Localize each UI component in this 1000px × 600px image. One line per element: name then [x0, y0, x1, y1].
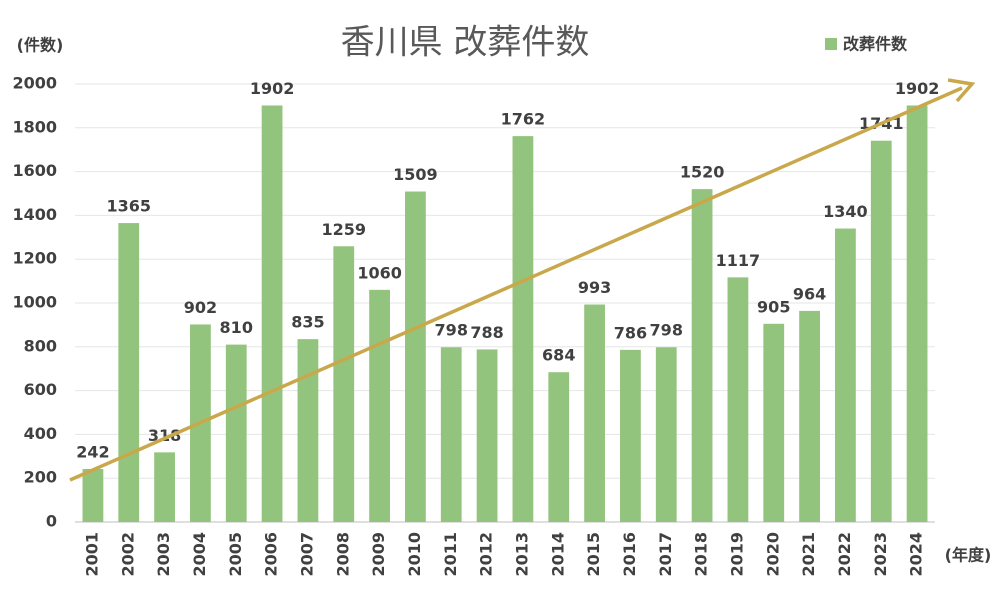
y-tick-label: 1400 — [12, 205, 57, 224]
x-tick-label: 2016 — [620, 532, 639, 577]
bar — [655, 347, 677, 522]
bar — [118, 223, 140, 522]
bar — [297, 339, 319, 522]
x-tick-label: 2005 — [226, 532, 245, 577]
y-tick-label: 1600 — [12, 161, 57, 180]
value-label: 1762 — [501, 110, 546, 129]
bar — [620, 349, 641, 522]
bar — [763, 323, 785, 522]
x-tick-label: 2024 — [907, 532, 926, 577]
y-tick-label: 600 — [24, 380, 57, 399]
value-label: 902 — [184, 298, 217, 317]
value-label: 993 — [578, 278, 611, 297]
value-label: 1365 — [106, 197, 151, 216]
value-label: 835 — [291, 313, 324, 332]
bar — [799, 310, 820, 522]
x-tick-label: 2015 — [584, 532, 603, 577]
bar — [405, 191, 426, 523]
y-axis-label: (件数) — [17, 36, 64, 55]
x-tick-label: 2020 — [763, 532, 782, 577]
x-tick-label: 2023 — [871, 532, 890, 577]
y-tick-label: 1800 — [12, 117, 57, 136]
value-label: 798 — [435, 321, 468, 340]
value-label: 1520 — [680, 163, 725, 182]
value-label: 318 — [148, 426, 181, 445]
bar — [333, 246, 355, 523]
y-tick-label: 0 — [46, 512, 57, 531]
x-tick-label: 2002 — [118, 532, 137, 577]
legend: 改葬件数 — [825, 35, 908, 54]
y-tick-label: 200 — [24, 468, 57, 487]
value-label: 1902 — [250, 79, 295, 98]
x-tick-label: 2012 — [477, 532, 496, 577]
x-tick-label: 2018 — [692, 532, 711, 577]
x-tick-label: 2004 — [190, 532, 209, 577]
value-label: 788 — [470, 323, 503, 342]
chart-title: 香川県 改葬件数 — [341, 23, 590, 63]
value-label: 810 — [220, 318, 253, 337]
x-tick-label: 2022 — [835, 532, 854, 577]
x-tick-label: 2021 — [799, 532, 818, 577]
bar — [727, 277, 749, 522]
value-label: 1509 — [393, 165, 438, 184]
x-tick-label: 2019 — [727, 532, 746, 577]
value-label: 905 — [757, 297, 790, 316]
bar — [691, 189, 713, 522]
bar — [261, 105, 283, 522]
x-tick-label: 2006 — [262, 532, 281, 577]
x-tick-label: 2001 — [82, 532, 101, 577]
plot-area: 0 200 400 600 800 1000 1200 1400 1600 1800 2000 200… — [12, 74, 939, 577]
x-tick-label: 2003 — [154, 532, 173, 577]
y-tick-label: 1000 — [12, 293, 57, 312]
x-axis-label: (年度) — [945, 546, 992, 565]
bar — [906, 105, 928, 522]
x-tick-label: 2013 — [512, 532, 531, 577]
bar — [870, 140, 892, 522]
bar — [584, 304, 605, 522]
bar — [548, 372, 570, 522]
bar — [369, 289, 390, 522]
value-label: 964 — [793, 284, 826, 303]
x-tick-label: 2011 — [441, 532, 460, 577]
y-tick-label: 1200 — [12, 249, 57, 268]
y-tick-label: 800 — [24, 336, 57, 355]
bar — [82, 469, 104, 522]
value-label: 1902 — [895, 79, 940, 98]
value-label: 1340 — [823, 202, 868, 221]
value-label: 242 — [76, 443, 109, 462]
bar — [512, 136, 534, 522]
y-tick-label: 2000 — [12, 74, 57, 93]
x-tick-label: 2007 — [297, 532, 316, 577]
trend-arrow — [69, 78, 976, 482]
value-label: 1259 — [321, 220, 366, 239]
bar — [476, 349, 498, 522]
legend-label: 改葬件数 — [843, 35, 908, 54]
trend-line — [69, 86, 963, 482]
value-label: 798 — [650, 321, 683, 340]
value-label: 1060 — [357, 263, 402, 282]
arrow-head — [947, 78, 976, 103]
legend-swatch — [825, 38, 837, 50]
bar — [835, 228, 856, 523]
x-tick-label: 2008 — [333, 532, 352, 577]
bar — [225, 344, 247, 522]
x-tick-label: 2017 — [656, 532, 675, 577]
value-label: 684 — [542, 346, 575, 365]
value-label: 786 — [614, 323, 647, 342]
bar — [154, 452, 175, 522]
y-tick-label: 400 — [24, 424, 57, 443]
x-tick-label: 2014 — [548, 532, 567, 577]
value-label: 1117 — [716, 251, 761, 270]
bar — [440, 347, 462, 522]
x-tick-label: 2010 — [405, 532, 424, 577]
x-tick-label: 2009 — [369, 532, 388, 577]
